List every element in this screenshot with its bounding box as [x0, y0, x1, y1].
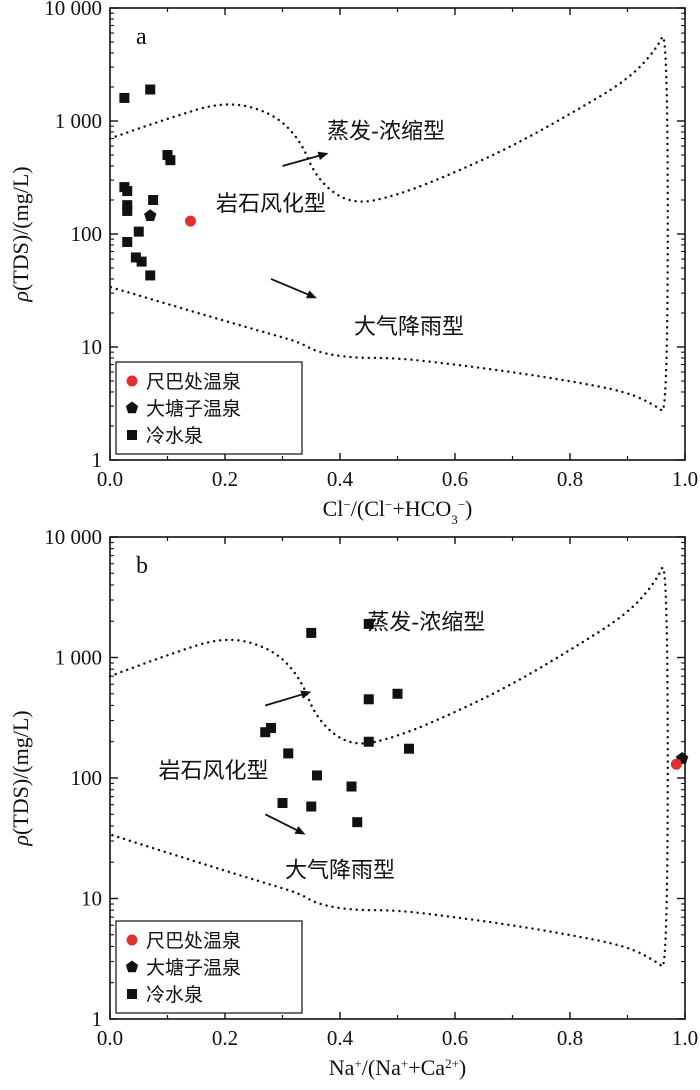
x-tick-label: 0.8: [557, 467, 583, 491]
data-point-square: [145, 84, 156, 95]
data-point-circle: [185, 215, 196, 227]
data-point-square: [312, 770, 322, 781]
legend-marker-pentagon: [125, 401, 139, 414]
x-tick-label: 0.4: [327, 467, 354, 491]
legend-marker-pentagon: [125, 960, 139, 973]
trend-arrow-line: [264, 692, 306, 707]
trend-arrow-line: [282, 153, 323, 167]
panel-label: a: [136, 24, 147, 50]
data-point-square: [277, 798, 288, 809]
trend-arrow-head: [300, 690, 312, 699]
y-tick-label: 10 000: [44, 525, 102, 549]
x-tick-label: 1.0: [672, 1026, 698, 1050]
data-point-square: [133, 226, 144, 237]
data-point-square: [130, 252, 141, 263]
x-tick-label: 0.0: [97, 1026, 123, 1050]
trend-arrow-line: [264, 813, 301, 833]
y-tick-label: 100: [71, 766, 103, 790]
data-point-square: [306, 801, 317, 812]
legend-label: 大塘子温泉: [146, 398, 241, 420]
region-label-evaporation: 蒸发-浓缩型: [367, 611, 485, 636]
region-label-precipitation: 大气降雨型: [285, 858, 395, 883]
legend-marker-circle: [126, 375, 138, 387]
legend-label: 大塘子温泉: [146, 957, 241, 979]
trend-arrow-head: [306, 290, 317, 299]
data-point-square: [306, 627, 317, 638]
legend-box: [115, 920, 303, 1014]
legend-label: 冷水泉: [146, 984, 203, 1006]
y-tick-label: 10: [81, 887, 102, 911]
boundary-curve: [108, 566, 669, 968]
trend-arrow-head: [294, 826, 306, 835]
legend-label: 尺巴处温泉: [146, 930, 241, 952]
data-point-square: [162, 150, 173, 161]
y-tick-label: 10: [81, 335, 102, 359]
data-point-square: [346, 781, 357, 792]
panel-label: b: [136, 553, 148, 579]
y-tick-label: 1: [92, 448, 103, 472]
legend-label: 冷水泉: [146, 425, 203, 447]
data-point-square: [260, 727, 271, 738]
data-point-square: [352, 817, 363, 828]
y-tick-label: 100: [71, 222, 103, 246]
data-point-square: [363, 736, 374, 747]
data-point-square: [392, 688, 403, 699]
boundary-curve: [108, 35, 669, 412]
data-point-square: [122, 205, 133, 216]
x-tick-label: 0.6: [442, 1026, 468, 1050]
legend-box: [115, 361, 303, 455]
panel-a: 0.0 0.2 0.4 0.6 0.8 1.0 1 10 100 1 000 10 000 Cl−/(…: [8, 0, 698, 527]
x-tick-label: 0.0: [97, 467, 123, 491]
x-tick-label: 0.2: [212, 1026, 238, 1050]
data-point-square: [136, 256, 147, 267]
y-tick-label: 10 000: [44, 0, 102, 20]
x-tick-label: 0.8: [557, 1026, 583, 1050]
legend-label: 尺巴处温泉: [146, 371, 241, 393]
x-axis-label: Cl−/(Cl−+HCO3−): [323, 496, 473, 527]
legend-marker-square: [127, 430, 137, 440]
legend-marker-square: [127, 989, 137, 999]
x-axis-label: Na+/(Na++Ca2+): [329, 1055, 466, 1080]
data-point-square: [119, 92, 130, 103]
legend-marker-circle: [126, 934, 138, 946]
region-label-precipitation: 大气降雨型: [354, 315, 464, 340]
y-tick-label: 1 000: [55, 109, 102, 133]
data-point-square: [266, 722, 276, 733]
data-point-pentagon: [144, 209, 157, 222]
data-point-square: [363, 618, 374, 629]
y-tick-label: 1: [92, 1007, 103, 1031]
x-tick-label: 0.6: [442, 467, 468, 491]
data-point-circle: [670, 758, 682, 770]
x-tick-label: 0.2: [212, 467, 238, 491]
data-point-square: [283, 748, 294, 759]
data-point-square: [363, 694, 374, 705]
data-point-square: [122, 186, 133, 197]
data-point-square: [145, 270, 156, 281]
data-point-square: [404, 743, 414, 754]
panel-b: 0.0 0.2 0.4 0.6 0.8 1.0 1 10 100 1 000 10 000 Na+/(…: [8, 525, 698, 1080]
trend-arrow-head: [317, 151, 329, 160]
region-label-weathering: 岩石风化型: [216, 192, 326, 217]
x-tick-label: 1.0: [672, 467, 698, 491]
data-point-square: [165, 155, 176, 166]
region-label-weathering: 岩石风化型: [158, 759, 268, 784]
data-point-square: [122, 236, 133, 247]
region-label-evaporation: 蒸发-浓缩型: [327, 120, 445, 145]
y-tick-label: 1 000: [55, 646, 102, 670]
data-point-square: [122, 200, 133, 211]
trend-arrow-line: [270, 278, 312, 297]
x-tick-label: 0.4: [327, 1026, 354, 1050]
y-axis-label: ρ(TDS)/(mg/L): [8, 166, 33, 302]
y-axis-label: ρ(TDS)/(mg/L): [8, 710, 33, 846]
data-point-square: [148, 194, 159, 205]
